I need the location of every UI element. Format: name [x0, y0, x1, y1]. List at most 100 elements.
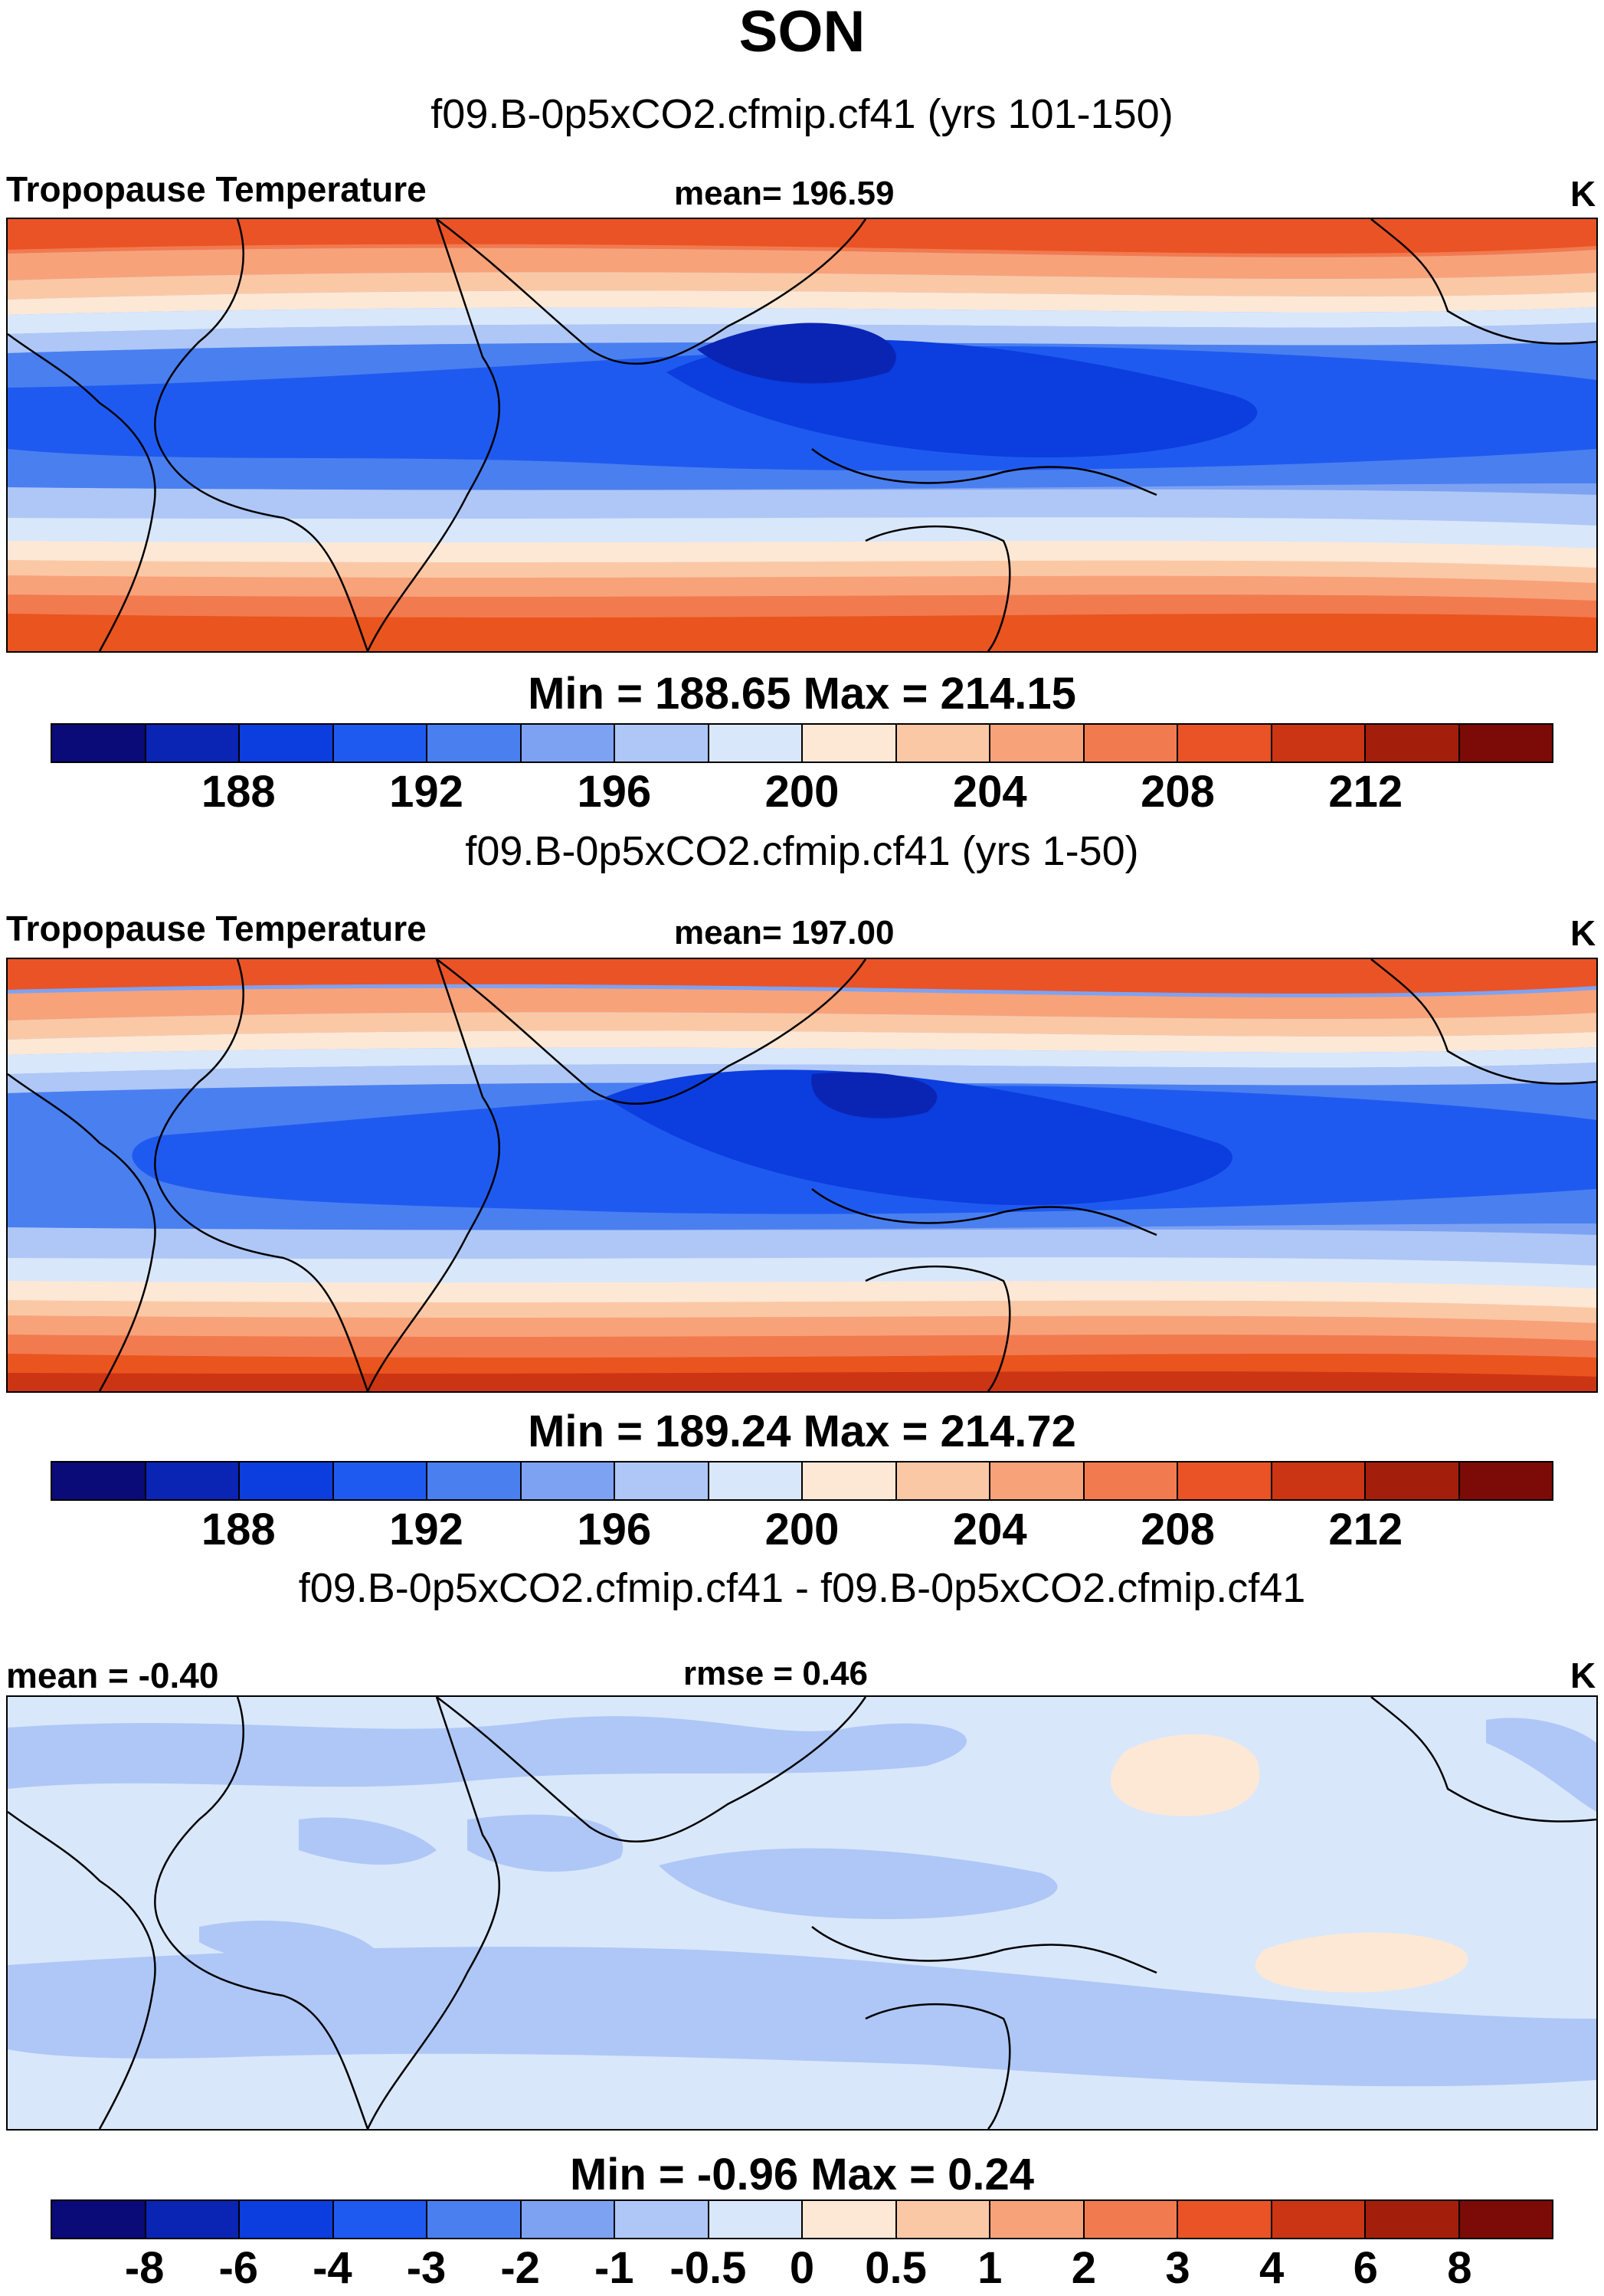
panel2-colorbar-cell — [333, 1462, 427, 1499]
panel3-subtitle: f09.B-0p5xCO2.cfmip.cf41 - f09.B-0p5xCO2… — [298, 1565, 1306, 1611]
diff-negative-warm-pool — [659, 1848, 1058, 1919]
panel2-colorbar-tick-label: 192 — [389, 1505, 463, 1554]
panel1-units-label: K — [1570, 174, 1596, 214]
panel2-units-label: K — [1570, 913, 1596, 953]
panel2-colorbar-cell — [1178, 1462, 1272, 1499]
panel1-minmax: Min = 188.65 Max = 214.15 — [528, 669, 1076, 719]
tibet-min — [697, 323, 896, 384]
panel3-colorbar-tick-label: -1 — [594, 2243, 634, 2293]
diff-negative-south — [8, 1947, 1596, 2087]
panel1-colorbar-tick-label: 212 — [1328, 767, 1403, 817]
panel1-colorbar-cell — [1084, 725, 1178, 762]
diff-negative — [467, 1814, 624, 1872]
panel3-map — [6, 1695, 1598, 2131]
panel1-colorbar-cell — [615, 725, 709, 762]
panel2-colorbar-tick-label: 188 — [201, 1505, 276, 1554]
panel3-colorbar-cell — [1366, 2201, 1460, 2238]
warm-pool-core — [811, 1072, 938, 1119]
panel3-colorbar-ticks: -8 -6 -4 -3 -2 -1 -0.5 0 0.5 1 2 3 4 6 8 — [51, 2242, 1553, 2293]
panel2-colorbar-cell — [803, 1462, 897, 1499]
panel3-colorbar-cell — [333, 2201, 427, 2238]
panel2-colorbar-tick-label: 204 — [952, 1505, 1027, 1554]
panel2-map-svg — [8, 959, 1596, 1391]
panel1-mean-label: mean= 196.59 — [674, 175, 895, 212]
diff-negative — [299, 1817, 437, 1865]
panel2-subtitle: f09.B-0p5xCO2.cfmip.cf41 (yrs 1-50) — [465, 828, 1139, 874]
panel1-map-svg — [8, 219, 1596, 651]
panel1-colorbar-cell — [1459, 725, 1552, 762]
diff-positive-south-pacific — [1255, 1932, 1468, 1993]
panel2-colorbar-cell — [709, 1462, 803, 1499]
panel1-colorbar-tick-label: 196 — [577, 767, 652, 817]
diff-negative — [23, 1741, 199, 1783]
panel2-colorbar-cell — [1459, 1462, 1552, 1499]
diff-negative-north — [8, 1716, 967, 1789]
band-north-max — [8, 959, 1596, 994]
panel1-colorbar-tick-label: 192 — [389, 767, 463, 817]
panel1-left-label: Tropopause Temperature — [6, 169, 427, 209]
panel3-colorbar-tick-label: 4 — [1259, 2243, 1285, 2293]
panel3-minmax: Min = -0.96 Max = 0.24 — [569, 2150, 1035, 2199]
panel3-colorbar-cell — [709, 2201, 803, 2238]
coastlines — [8, 959, 1596, 1391]
panel1-colorbar-cell — [521, 725, 615, 762]
band-north — [8, 272, 1596, 300]
panel1-colorbar-tick-label: 208 — [1141, 767, 1215, 817]
panel1-colorbar-cell — [1272, 725, 1366, 762]
panel3-colorbar-cell — [146, 2201, 240, 2238]
panel3-units-label: K — [1570, 1656, 1596, 1695]
band-north — [8, 290, 1596, 315]
panel3-colorbar-tick-label: 0 — [789, 2243, 815, 2293]
panel3-colorbar-cell — [1272, 2201, 1366, 2238]
panel3-colorbar — [51, 2199, 1553, 2239]
panel1-colorbar-tick-label: 204 — [952, 767, 1027, 817]
panel2-colorbar-ticks: 188 192 196 200 204 208 212 — [51, 1504, 1553, 1554]
panel1-colorbar-cell — [1366, 725, 1460, 762]
panel2-left-label: Tropopause Temperature — [6, 909, 427, 948]
panel3-colorbar-tick-label: -2 — [500, 2243, 540, 2293]
band-north — [8, 1012, 1596, 1040]
panel2-colorbar-tick-label: 200 — [764, 1505, 840, 1554]
panel2-colorbar-cell — [896, 1462, 990, 1499]
panel3-rmse-label: rmse = 0.46 — [683, 1655, 868, 1692]
panel3-colorbar-cell — [521, 2201, 615, 2238]
panel3-colorbar-cell — [1459, 2201, 1552, 2238]
panel1-colorbar-cell — [990, 725, 1085, 762]
panel3-colorbar-cell — [240, 2201, 334, 2238]
panel1-map — [6, 218, 1598, 653]
panel3-colorbar-tick-label: 1 — [977, 2243, 1003, 2293]
band-north — [8, 988, 1596, 1020]
diff-negative — [1486, 1718, 1596, 1812]
panel2-colorbar-cell — [521, 1462, 615, 1499]
coastlines — [8, 219, 1596, 651]
panel2-colorbar — [51, 1461, 1553, 1501]
panel3-colorbar-tick-label: -4 — [313, 2243, 352, 2293]
panel3-colorbar-cell — [615, 2201, 709, 2238]
panel3-colorbar-cell — [803, 2201, 897, 2238]
panel2-mean-label: mean= 197.00 — [674, 914, 895, 951]
diff-positive-north-pacific — [1111, 1734, 1260, 1816]
panel1-colorbar-cell — [803, 725, 897, 762]
warm-pool-min — [605, 1069, 1232, 1206]
panel2-map — [6, 958, 1598, 1393]
panel2-colorbar-cell — [1272, 1462, 1366, 1499]
panel2-colorbar-tick-label: 196 — [577, 1505, 652, 1554]
band-north-max — [8, 219, 1596, 254]
panel1-colorbar-ticks: 188 192 196 200 204 208 212 — [51, 766, 1553, 817]
panel1-colorbar-tick-label: 200 — [764, 767, 840, 817]
panel3-colorbar-tick-label: 6 — [1353, 2243, 1378, 2293]
panel1-colorbar — [51, 723, 1553, 763]
panel1-colorbar-cell — [333, 725, 427, 762]
panel3-map-svg — [8, 1697, 1596, 2129]
panel1-colorbar-cell — [146, 725, 240, 762]
panel2-colorbar-cell — [1084, 1462, 1178, 1499]
band-north — [8, 247, 1596, 280]
panel2-colorbar-cell — [146, 1462, 240, 1499]
panel2-colorbar-cell — [52, 1462, 146, 1499]
panel2-minmax: Min = 189.24 Max = 214.72 — [528, 1407, 1076, 1456]
panel2-colorbar-cell — [990, 1462, 1085, 1499]
panel3-colorbar-cell — [1084, 2201, 1178, 2238]
figure-title: SON — [738, 0, 866, 64]
panel3-colorbar-cell — [427, 2201, 522, 2238]
panel3-colorbar-tick-label: 3 — [1165, 2243, 1190, 2293]
